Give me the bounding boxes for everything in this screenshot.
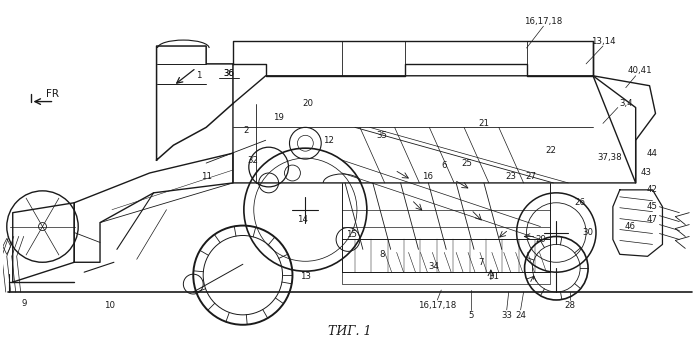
Text: 36: 36 bbox=[224, 69, 234, 78]
Text: 21: 21 bbox=[478, 119, 489, 128]
Text: 36: 36 bbox=[224, 69, 234, 78]
Text: 16,17,18: 16,17,18 bbox=[524, 17, 563, 26]
Text: 46: 46 bbox=[624, 222, 635, 231]
Text: 33: 33 bbox=[501, 311, 512, 321]
Text: 8: 8 bbox=[379, 250, 384, 259]
Text: 9: 9 bbox=[22, 299, 27, 308]
Text: 16: 16 bbox=[422, 172, 433, 181]
Text: 27: 27 bbox=[525, 172, 536, 181]
Text: 20: 20 bbox=[303, 99, 314, 108]
Text: 1: 1 bbox=[196, 71, 202, 80]
Text: 32: 32 bbox=[247, 156, 259, 165]
Text: 26: 26 bbox=[575, 198, 586, 207]
Text: 15: 15 bbox=[347, 230, 357, 239]
Text: 29: 29 bbox=[535, 235, 546, 244]
Text: 47: 47 bbox=[647, 215, 658, 224]
Text: 13,14: 13,14 bbox=[591, 37, 615, 46]
Text: 28: 28 bbox=[565, 302, 576, 310]
Text: 13: 13 bbox=[300, 272, 311, 281]
Text: 5: 5 bbox=[468, 311, 474, 321]
Text: 37,38: 37,38 bbox=[598, 152, 622, 161]
Text: 22: 22 bbox=[545, 146, 556, 155]
Text: 19: 19 bbox=[273, 113, 284, 122]
Text: 42: 42 bbox=[647, 185, 658, 194]
Text: 3,4: 3,4 bbox=[619, 99, 633, 108]
Text: 35: 35 bbox=[376, 131, 387, 140]
Text: 31: 31 bbox=[489, 272, 499, 281]
Text: 30: 30 bbox=[582, 228, 593, 237]
Text: 34: 34 bbox=[428, 262, 440, 271]
Text: 10: 10 bbox=[104, 302, 115, 310]
Text: FR: FR bbox=[46, 89, 59, 99]
Text: 7: 7 bbox=[478, 258, 484, 267]
Text: 40,41: 40,41 bbox=[627, 66, 652, 75]
Text: 24: 24 bbox=[515, 311, 526, 321]
Text: 45: 45 bbox=[647, 202, 658, 211]
Text: ΤИГ. 1: ΤИГ. 1 bbox=[329, 325, 372, 338]
Text: 11: 11 bbox=[201, 172, 212, 181]
Text: 16,17,18: 16,17,18 bbox=[418, 302, 456, 310]
Text: 43: 43 bbox=[640, 168, 651, 177]
Text: 6: 6 bbox=[442, 160, 447, 169]
Text: 44: 44 bbox=[647, 149, 658, 158]
Text: 25: 25 bbox=[461, 159, 473, 168]
Text: 14: 14 bbox=[297, 215, 308, 224]
Text: 12: 12 bbox=[323, 136, 333, 145]
Text: 2: 2 bbox=[243, 126, 249, 135]
Text: 23: 23 bbox=[505, 172, 516, 181]
